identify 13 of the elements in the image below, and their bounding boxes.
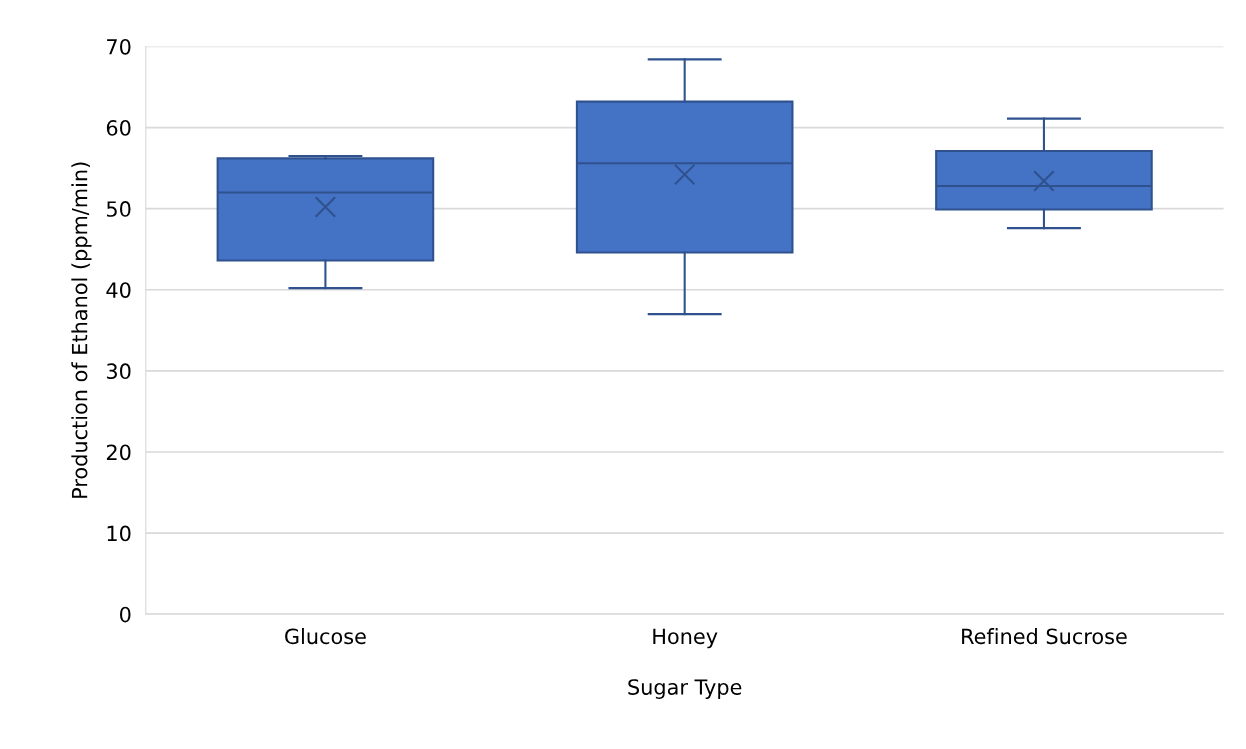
y-tick-label: 70 <box>107 38 131 55</box>
y-tick-label: 50 <box>106 201 131 217</box>
y-tick-label: 10 <box>107 525 131 542</box>
y-tick-label: 60 <box>106 120 131 136</box>
y-tick-label: 0 <box>120 606 131 623</box>
x-axis-title: Sugar Type <box>628 679 742 699</box>
x-tick-label: Honey <box>653 628 718 649</box>
x-tick-label: Refined Sucrose <box>962 628 1127 645</box>
y-axis-title: Production of Ethanol (ppm/min) <box>71 162 92 498</box>
y-tick-label: 20 <box>106 444 131 461</box>
x-tick-label: Glucose <box>285 628 366 645</box>
y-tick-label: 30 <box>106 363 131 380</box>
y-tick-label: 40 <box>106 282 131 298</box>
